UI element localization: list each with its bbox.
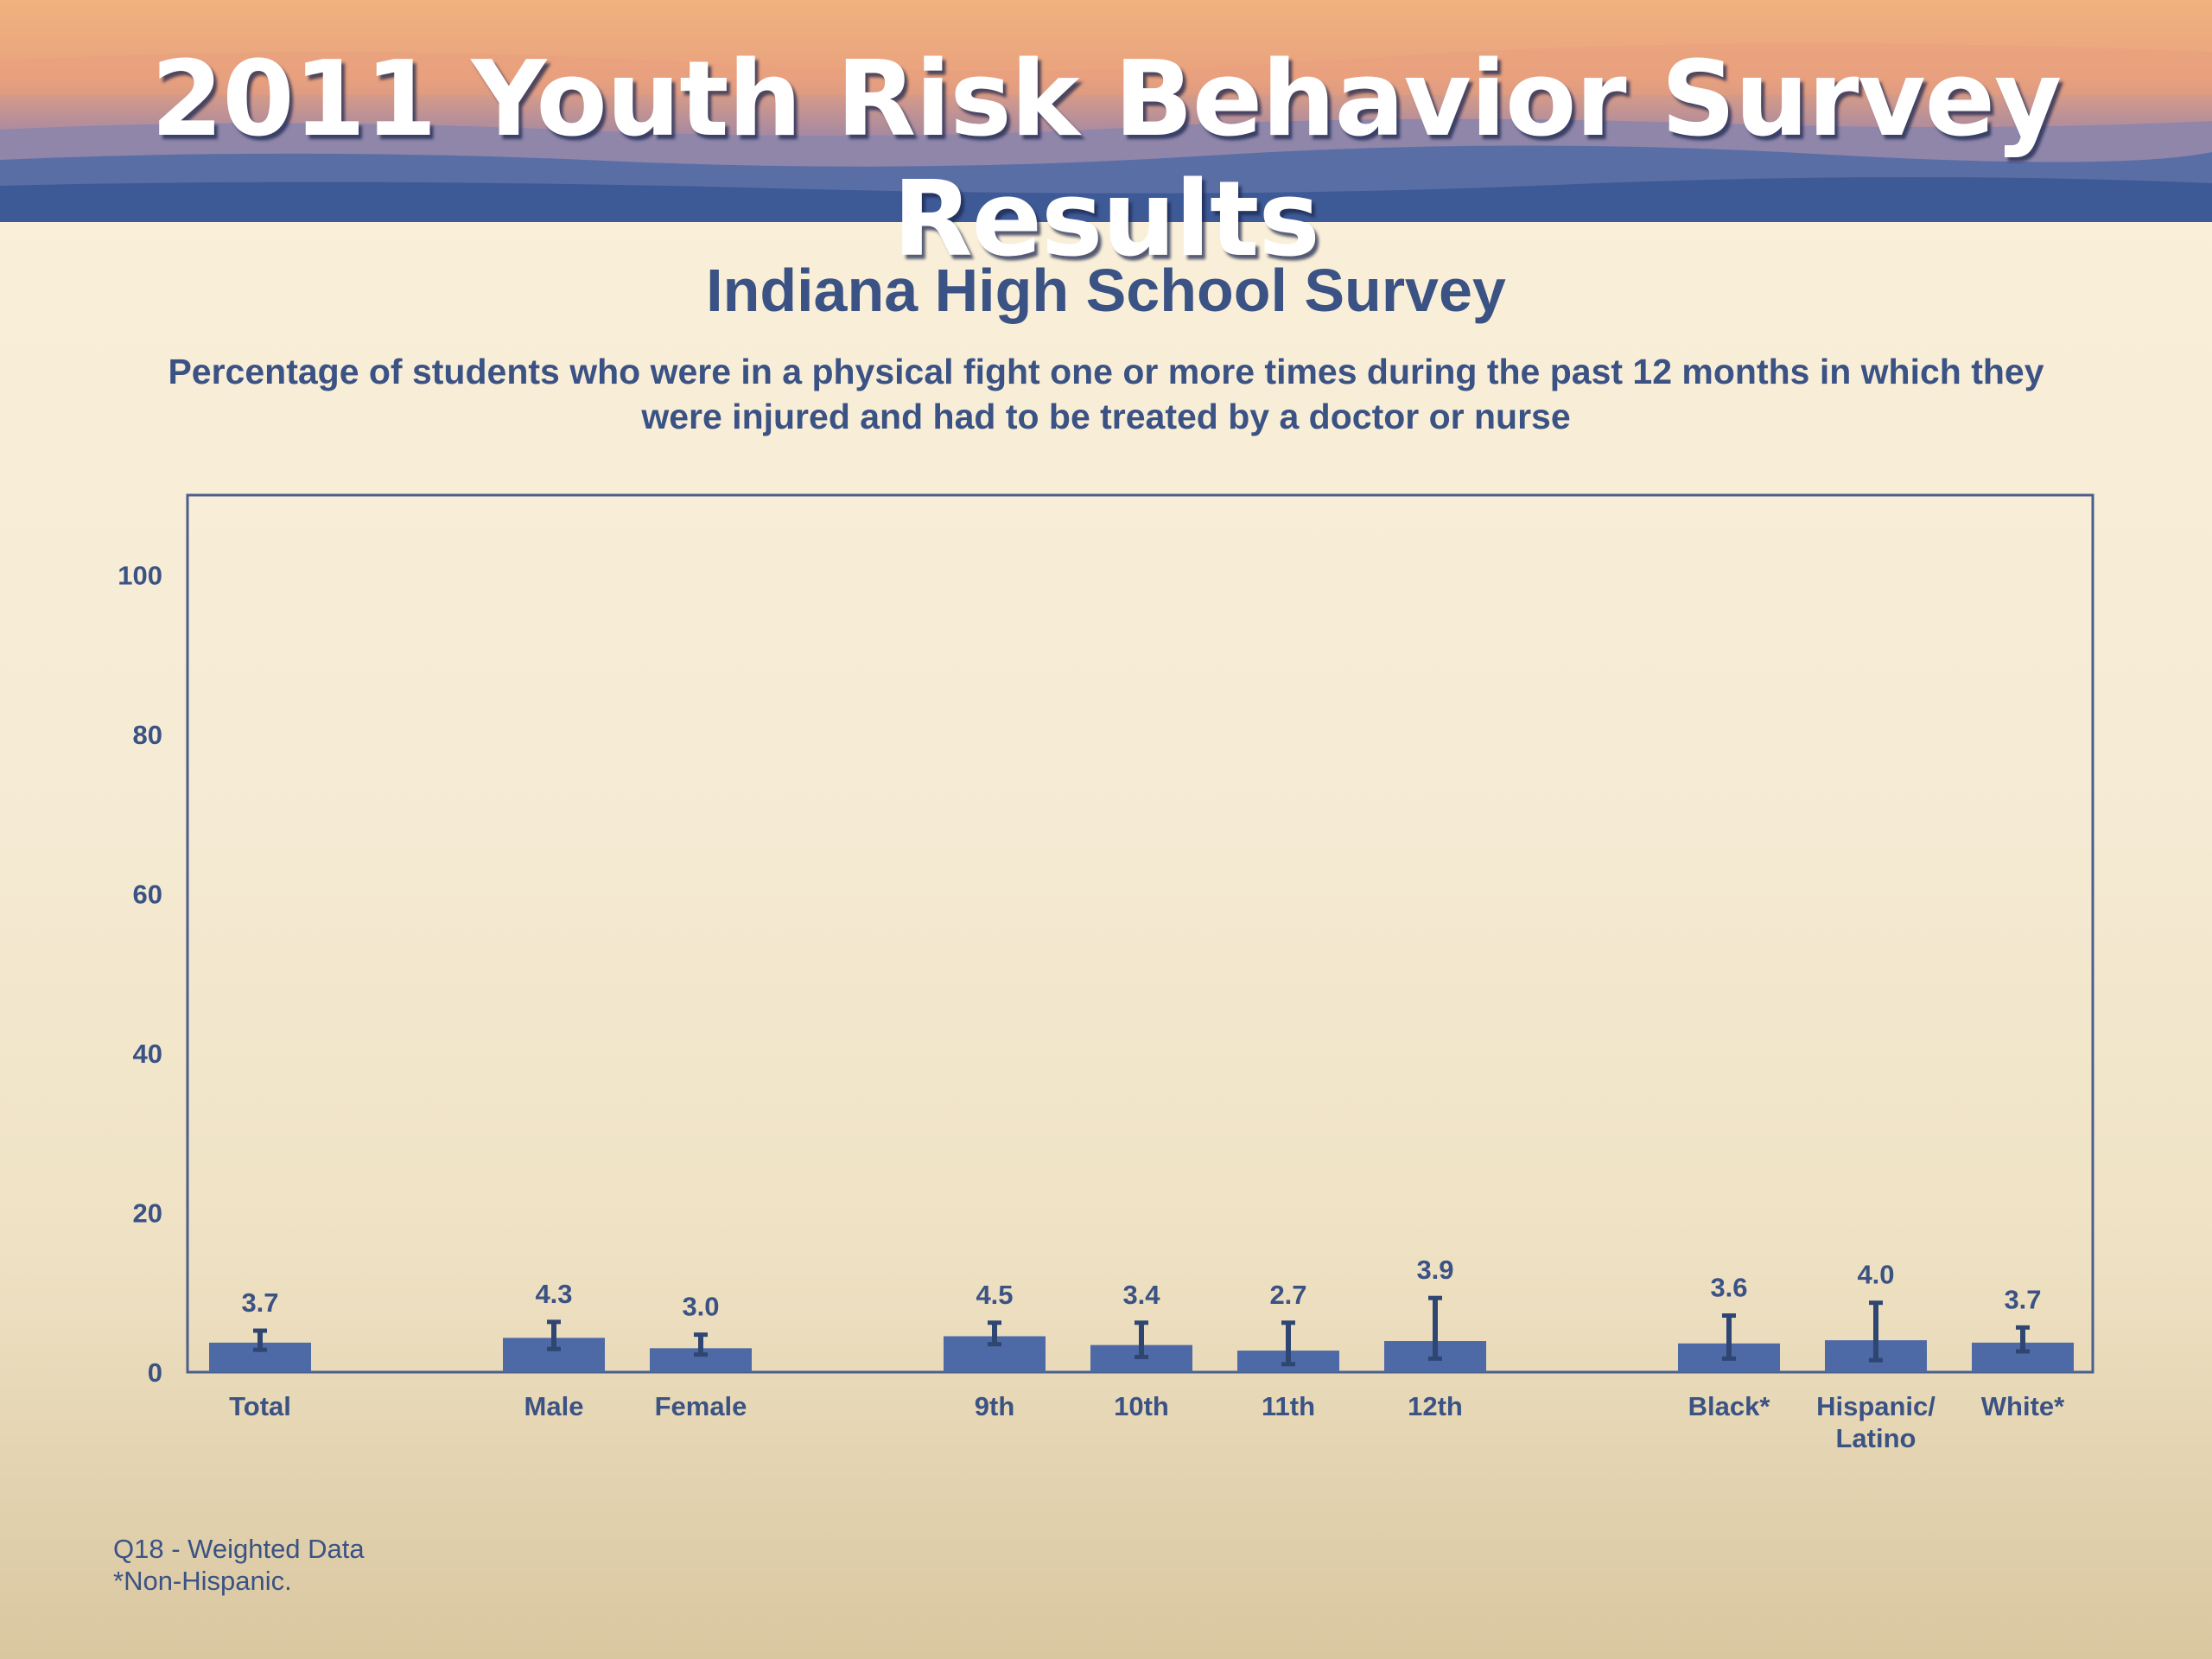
data-label: 4.3 bbox=[535, 1279, 572, 1309]
data-label: 3.9 bbox=[1416, 1255, 1453, 1285]
data-label: 3.6 bbox=[1710, 1272, 1747, 1302]
x-tick-label: 11th bbox=[1262, 1391, 1315, 1421]
y-tick-label: 100 bbox=[118, 560, 162, 590]
x-tick-label: 9th bbox=[975, 1391, 1015, 1421]
y-tick-label: 40 bbox=[133, 1039, 162, 1069]
x-tick-label: Male bbox=[524, 1391, 584, 1421]
x-tick-label: Female bbox=[655, 1391, 747, 1421]
y-tick-label: 60 bbox=[133, 879, 162, 909]
x-tick-label: White* bbox=[1981, 1391, 2065, 1421]
data-label: 3.4 bbox=[1122, 1280, 1160, 1310]
x-tick-label: 12th bbox=[1408, 1391, 1463, 1421]
data-label: 3.0 bbox=[682, 1292, 719, 1322]
chart-subtitle: Percentage of students who were in a phy… bbox=[168, 352, 2044, 436]
footnote-weighted: Q18 - Weighted Data bbox=[113, 1534, 365, 1564]
x-tick-label: Hispanic/Latino bbox=[1816, 1391, 1936, 1453]
x-tick-label: Total bbox=[229, 1391, 291, 1421]
data-label: 2.7 bbox=[1269, 1280, 1306, 1310]
header-banner bbox=[0, 0, 2212, 222]
y-tick-label: 80 bbox=[133, 720, 162, 750]
banner-title: 2011 Youth Risk Behavior Survey Results bbox=[150, 40, 2063, 280]
data-label: 4.5 bbox=[976, 1280, 1013, 1310]
y-tick-label: 20 bbox=[133, 1198, 162, 1228]
footnotes: Q18 - Weighted Data *Non-Hispanic. bbox=[113, 1533, 365, 1597]
footnote-non-hispanic: *Non-Hispanic. bbox=[113, 1566, 292, 1596]
data-label: 3.7 bbox=[241, 1287, 278, 1318]
y-tick-label: 0 bbox=[148, 1357, 162, 1388]
plot-frame bbox=[186, 493, 2094, 1374]
x-tick-label: 10th bbox=[1114, 1391, 1169, 1421]
x-tick-label: Black* bbox=[1688, 1391, 1771, 1421]
data-label: 4.0 bbox=[1857, 1260, 1894, 1290]
chart-title: Indiana High School Survey bbox=[706, 257, 1506, 324]
data-label: 3.7 bbox=[2004, 1284, 2041, 1314]
